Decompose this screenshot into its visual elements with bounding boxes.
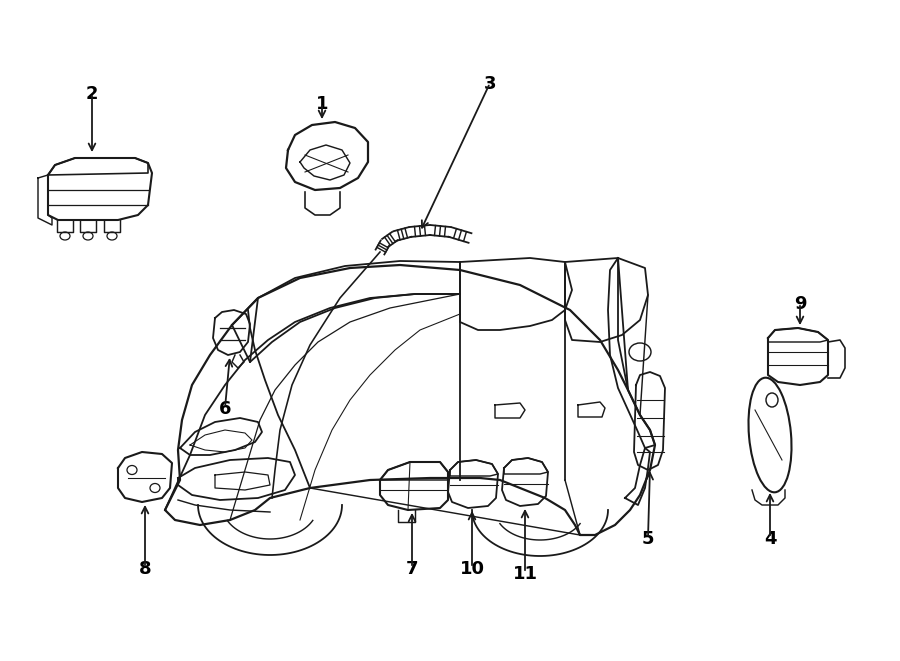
Text: 10: 10 bbox=[460, 560, 484, 578]
Text: 7: 7 bbox=[406, 560, 419, 578]
Text: 4: 4 bbox=[764, 530, 776, 548]
Text: 3: 3 bbox=[484, 75, 496, 93]
Text: 5: 5 bbox=[642, 530, 654, 548]
Text: 8: 8 bbox=[139, 560, 151, 578]
Text: 9: 9 bbox=[794, 295, 806, 313]
Text: 1: 1 bbox=[316, 95, 328, 113]
Text: 6: 6 bbox=[219, 400, 231, 418]
Text: 11: 11 bbox=[512, 565, 537, 583]
Text: 2: 2 bbox=[86, 85, 98, 103]
